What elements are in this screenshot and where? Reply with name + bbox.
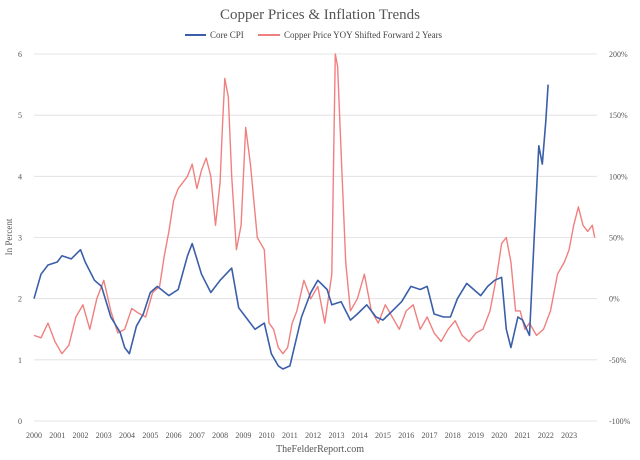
x-tick-label: 2004 xyxy=(119,431,135,440)
x-tick-label: 2010 xyxy=(259,431,275,440)
left-tick-label: 1 xyxy=(18,356,22,365)
gridlines xyxy=(34,53,597,422)
x-tick-label: 2006 xyxy=(166,431,182,440)
series-line-core-cpi xyxy=(33,84,549,370)
x-tick-label: 2019 xyxy=(468,431,484,440)
x-tick-label: 2000 xyxy=(26,431,42,440)
chart-title: Copper Prices & Inflation Trends xyxy=(220,7,420,23)
x-tick-label: 2021 xyxy=(515,431,531,440)
right-tick-label: 0% xyxy=(609,295,620,304)
left-tick-label: 4 xyxy=(18,172,22,181)
left-tick-label: 3 xyxy=(18,234,22,243)
legend-label-copper: Copper Price YOY Shifted Forward 2 Years xyxy=(284,30,443,40)
left-tick-label: 6 xyxy=(18,50,22,59)
left-axis-ticks: 0 1 2 3 4 5 6 xyxy=(18,50,22,426)
x-tick-label: 2003 xyxy=(96,431,112,440)
series-line-copper-yoy xyxy=(33,53,596,355)
x-tick-label: 2013 xyxy=(328,431,344,440)
x-tick-label: 2016 xyxy=(398,431,414,440)
legend-label-core-cpi: Core CPI xyxy=(210,30,244,40)
series-lines xyxy=(33,53,596,370)
right-tick-label: 200% xyxy=(609,50,628,59)
x-tick-label: 2008 xyxy=(212,431,228,440)
footer-source: TheFelderReport.com xyxy=(276,444,364,455)
x-tick-label: 2011 xyxy=(282,431,298,440)
left-tick-label: 2 xyxy=(18,295,22,304)
right-tick-label: -50% xyxy=(609,356,627,365)
x-tick-label: 2017 xyxy=(421,431,437,440)
x-tick-label: 2012 xyxy=(305,431,321,440)
right-tick-label: 100% xyxy=(609,172,628,181)
x-tick-label: 2015 xyxy=(375,431,391,440)
y-axis-label: In Percent xyxy=(4,218,14,255)
right-axis-ticks: -100% -50% 0% 50% 100% 150% 200% xyxy=(609,50,631,426)
x-tick-label: 2020 xyxy=(491,431,507,440)
left-tick-label: 5 xyxy=(18,111,22,120)
right-tick-label: -100% xyxy=(609,417,631,426)
x-tick-label: 2014 xyxy=(352,431,368,440)
x-tick-label: 2018 xyxy=(445,431,461,440)
x-tick-label: 2001 xyxy=(49,431,65,440)
x-tick-label: 2023 xyxy=(561,431,577,440)
right-tick-label: 150% xyxy=(609,111,628,120)
x-tick-label: 2002 xyxy=(73,431,89,440)
x-tick-label: 2009 xyxy=(235,431,251,440)
legend: Core CPI Copper Price YOY Shifted Forwar… xyxy=(185,30,443,40)
x-tick-label: 2022 xyxy=(538,431,554,440)
x-tick-label: 2005 xyxy=(142,431,158,440)
left-tick-label: 0 xyxy=(18,417,22,426)
x-axis-ticks: 2000 2001 2002 2003 2004 2005 2006 2007 2008 2009… xyxy=(26,431,577,440)
x-tick-label: 2007 xyxy=(189,431,205,440)
right-tick-label: 50% xyxy=(609,234,624,243)
